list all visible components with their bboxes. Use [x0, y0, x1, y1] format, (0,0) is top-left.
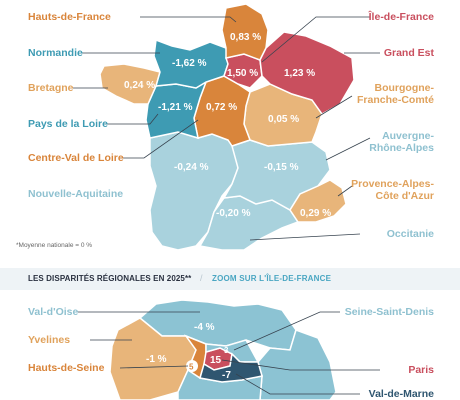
- value-hauts-de-france: 0,83 %: [230, 32, 261, 43]
- label-bretagne: Bretagne: [28, 82, 74, 94]
- label-ile-de-france: Île-de-France: [368, 11, 434, 23]
- value-hauts-de-seine: 5: [189, 363, 194, 372]
- label-paca-line2: Côte d'Azur: [375, 190, 435, 202]
- label-ara-line2: Rhône-Alpes: [369, 142, 434, 154]
- label-yvelines: Yvelines: [28, 334, 71, 346]
- label-hauts-de-seine: Hauts-de-Seine: [28, 362, 105, 374]
- value-bourgogne-franche-comte: 0,05 %: [268, 114, 299, 125]
- leader-line: [261, 16, 370, 63]
- label-occitanie: Occitanie: [386, 228, 434, 240]
- value-nouvelle-aquitaine: -0,24 %: [174, 162, 209, 173]
- label-val-de-marne: Val-de-Marne: [368, 388, 434, 400]
- label-bfc-line1: Bourgogne-: [374, 82, 435, 94]
- label-auvergne-rhone-alpes: Auvergne- Rhône-Alpes: [369, 130, 434, 154]
- label-centre-val-de-loire: Centre-Val de Loire: [28, 152, 124, 164]
- value-centre-val-de-loire: 0,72 %: [206, 102, 237, 113]
- dept-val-de-marne[interactable]: [199, 352, 263, 383]
- leader-line: [235, 373, 360, 395]
- value-seine-saint-denis: 3: [224, 346, 229, 355]
- value-bretagne: 0,24 %: [124, 80, 155, 91]
- value-paca: 0,29 %: [300, 208, 331, 219]
- region-paca[interactable]: [289, 179, 347, 223]
- label-bfc-line2: Franche-Comté: [356, 94, 434, 106]
- value-normandie: -1,62 %: [172, 58, 207, 69]
- footnote: *Moyenne nationale = 0 %: [16, 242, 93, 249]
- label-hauts-de-france: Hauts-de-France: [28, 11, 111, 23]
- value-val-d-oise: -4 %: [194, 322, 215, 333]
- value-grand-est: 1,23 %: [284, 68, 315, 79]
- value-pays-de-la-loire: -1,21 %: [158, 102, 193, 113]
- value-paris: 15: [210, 355, 222, 366]
- leader-line: [119, 365, 189, 369]
- section-title: LES DISPARITÉS RÉGIONALES EN 2025**: [28, 274, 192, 283]
- label-seine-saint-denis: Seine-Saint-Denis: [344, 306, 434, 318]
- leader-line: [120, 119, 199, 159]
- region-bretagne[interactable]: [99, 63, 161, 105]
- label-grand-est: Grand Est: [383, 47, 434, 59]
- leader-line: [233, 311, 340, 351]
- section-header-bar: LES DISPARITÉS RÉGIONALES EN 2025** / ZO…: [0, 268, 460, 290]
- leader-line: [325, 137, 371, 161]
- label-val-d-oise: Val-d'Oise: [28, 306, 79, 318]
- label-normandie: Normandie: [28, 47, 83, 59]
- leader-line: [221, 359, 380, 371]
- leader-line: [315, 95, 353, 119]
- leader-line: [337, 185, 353, 197]
- label-pays-de-la-loire: Pays de la Loire: [28, 118, 108, 130]
- label-paca: Provence-Alpes- Côte d'Azur: [351, 178, 434, 202]
- section-separator: /: [200, 273, 203, 283]
- label-bourgogne-franche-comte: Bourgogne- Franche-Comté: [357, 82, 434, 106]
- label-paca-line1: Provence-Alpes-: [351, 178, 434, 190]
- region-normandie[interactable]: [153, 38, 229, 89]
- leader-line: [249, 233, 361, 241]
- label-paris: Paris: [408, 364, 434, 376]
- value-auvergne-rhone-alpes: -0,15 %: [264, 162, 299, 173]
- hds-value-badge: [186, 360, 198, 372]
- value-ile-de-france: 1,50 %: [227, 68, 258, 79]
- leader-line: [140, 16, 237, 23]
- section-zoom-title: ZOOM SUR L'ÎLE-DE-FRANCE: [212, 274, 332, 283]
- label-ara-line1: Auvergne-: [382, 130, 434, 142]
- value-val-de-marne: -7: [222, 370, 231, 381]
- value-occitanie: -0,20 %: [216, 208, 251, 219]
- leader-line: [104, 113, 159, 125]
- value-yvelines: -1 %: [146, 354, 167, 365]
- label-nouvelle-aquitaine: Nouvelle-Aquitaine: [28, 188, 124, 200]
